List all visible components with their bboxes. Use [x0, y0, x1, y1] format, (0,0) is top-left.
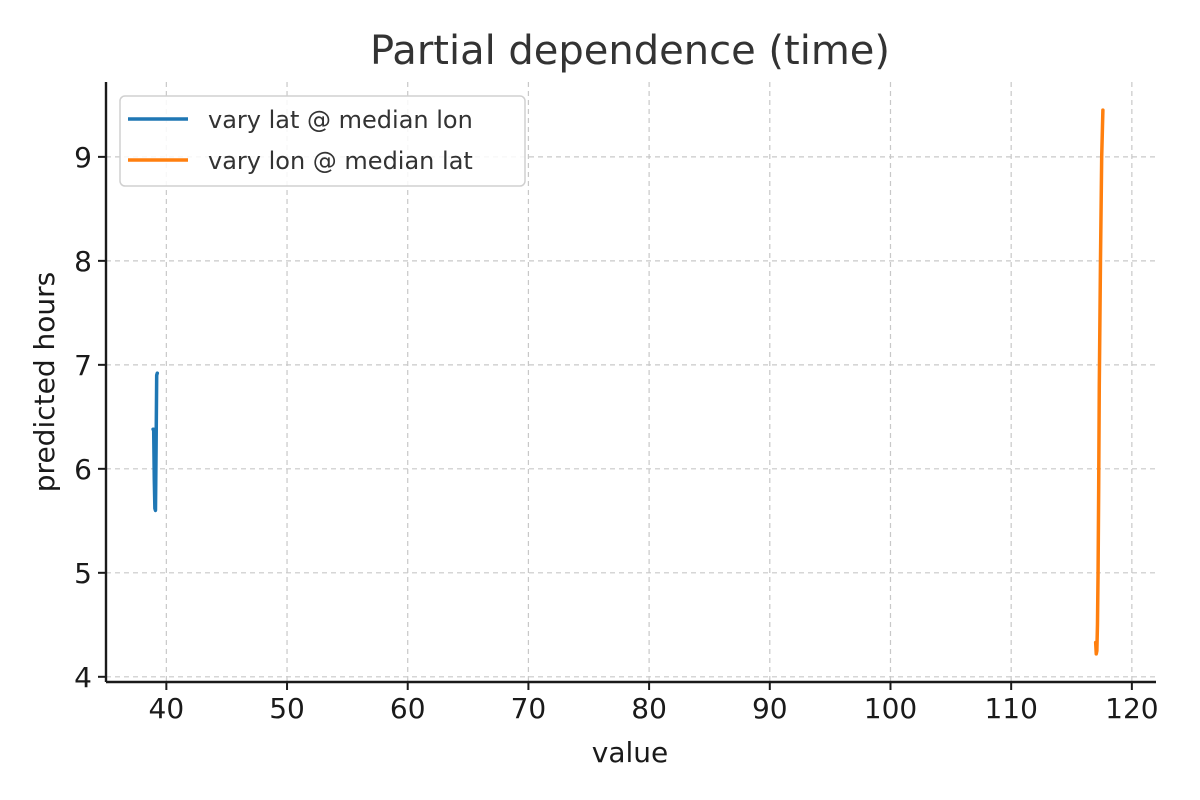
y-tick-label: 6: [74, 453, 92, 486]
y-tick-label: 7: [74, 349, 92, 382]
y-axis-label: predicted hours: [28, 272, 61, 492]
y-tick-label: 8: [74, 245, 92, 278]
y-axis-ticks: 4 5 6 7 8 9: [74, 141, 106, 694]
x-tick-label: 60: [390, 692, 426, 725]
x-tick-label: 50: [269, 692, 305, 725]
x-tick-label: 100: [864, 692, 917, 725]
x-axis-ticks: 40 50 60 70 80 90 100 110 120: [149, 682, 1159, 725]
y-tick-label: 9: [74, 141, 92, 174]
x-tick-label: 90: [752, 692, 788, 725]
legend-label-lon: vary lon @ median lat: [208, 147, 473, 175]
legend: vary lat @ median lon vary lon @ median …: [119, 95, 526, 187]
legend-label-lat: vary lat @ median lon: [208, 106, 473, 134]
x-tick-label: 70: [511, 692, 547, 725]
chart-title: Partial dependence (time): [370, 28, 890, 74]
series-line-lon: [1093, 108, 1105, 656]
x-tick-label: 80: [631, 692, 667, 725]
y-gridlines: [106, 156, 1156, 678]
legend-box: [119, 95, 526, 187]
series-line-lat: [151, 371, 160, 513]
y-tick-label: 4: [74, 661, 92, 694]
x-tick-label: 110: [984, 692, 1037, 725]
series-lines: [151, 108, 1105, 656]
x-tick-label: 120: [1105, 692, 1158, 725]
x-tick-label: 40: [149, 692, 185, 725]
x-axis-label: value: [592, 736, 668, 769]
y-tick-label: 5: [74, 557, 92, 590]
